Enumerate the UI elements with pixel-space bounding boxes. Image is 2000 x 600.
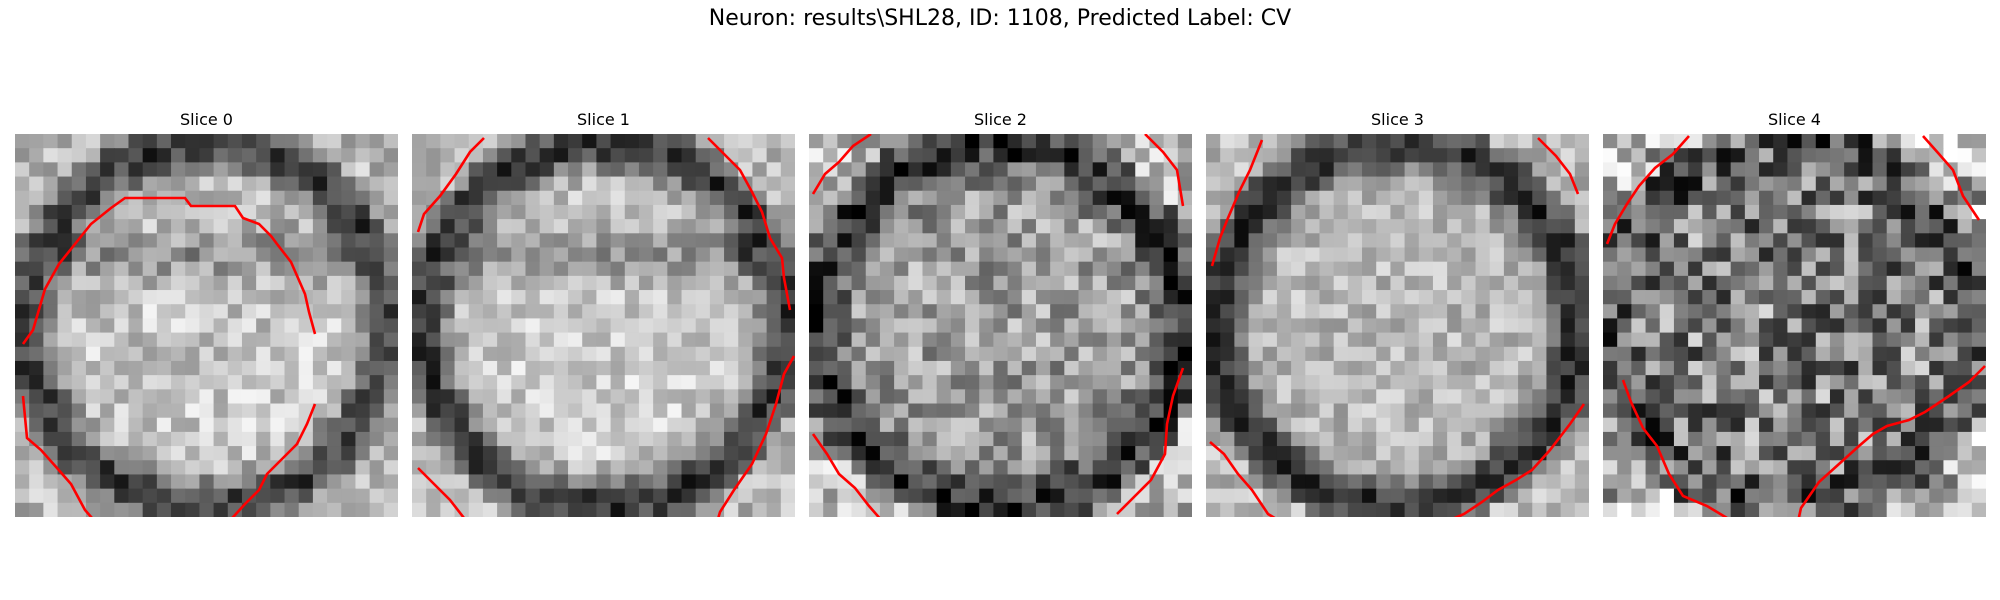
grayscale-pixel-grid bbox=[1206, 134, 1589, 517]
contour-line bbox=[1209, 441, 1276, 517]
grayscale-pixel-grid bbox=[412, 134, 795, 517]
figure-title: Neuron: results\SHL28, ID: 1108, Predict… bbox=[708, 6, 1292, 31]
contour-line bbox=[717, 355, 795, 517]
contour-line bbox=[707, 137, 792, 311]
contour-line bbox=[416, 137, 485, 233]
contour-line bbox=[1116, 367, 1185, 515]
contour-line bbox=[1537, 137, 1580, 195]
slice-image bbox=[15, 134, 398, 517]
grayscale-pixel-grid bbox=[1603, 134, 1986, 517]
contour-line bbox=[1605, 135, 1690, 245]
slice-image bbox=[412, 134, 795, 517]
slice-panel-2: Slice 2 bbox=[809, 108, 1192, 517]
contour-line bbox=[1797, 365, 1986, 517]
contour-line bbox=[1621, 379, 1728, 517]
slice-image bbox=[1603, 134, 1986, 517]
slice-image bbox=[1206, 134, 1589, 517]
contour-line bbox=[811, 134, 872, 195]
contour-line bbox=[1144, 134, 1185, 207]
contour-line bbox=[1453, 403, 1586, 517]
slice-image bbox=[809, 134, 1192, 517]
grayscale-pixel-grid bbox=[15, 134, 398, 517]
slice-title: Slice 3 bbox=[1371, 110, 1424, 129]
grayscale-pixel-grid bbox=[809, 134, 1192, 517]
slice-title: Slice 4 bbox=[1768, 110, 1821, 129]
slice-title: Slice 2 bbox=[974, 110, 1027, 129]
contour-line bbox=[231, 403, 317, 517]
contour-line bbox=[1922, 135, 1981, 221]
contour-line bbox=[21, 196, 317, 345]
slice-title: Slice 0 bbox=[180, 110, 233, 129]
slice-title: Slice 1 bbox=[577, 110, 630, 129]
slice-panel-4: Slice 4 bbox=[1603, 108, 1986, 517]
slice-panel-0: Slice 0 bbox=[15, 108, 398, 517]
contour-line bbox=[21, 395, 93, 517]
slice-panel-1: Slice 1 bbox=[412, 108, 795, 517]
contour-line bbox=[417, 467, 465, 517]
contour-line bbox=[1210, 139, 1264, 267]
slice-panel-3: Slice 3 bbox=[1206, 108, 1589, 517]
contour-line bbox=[811, 433, 881, 517]
